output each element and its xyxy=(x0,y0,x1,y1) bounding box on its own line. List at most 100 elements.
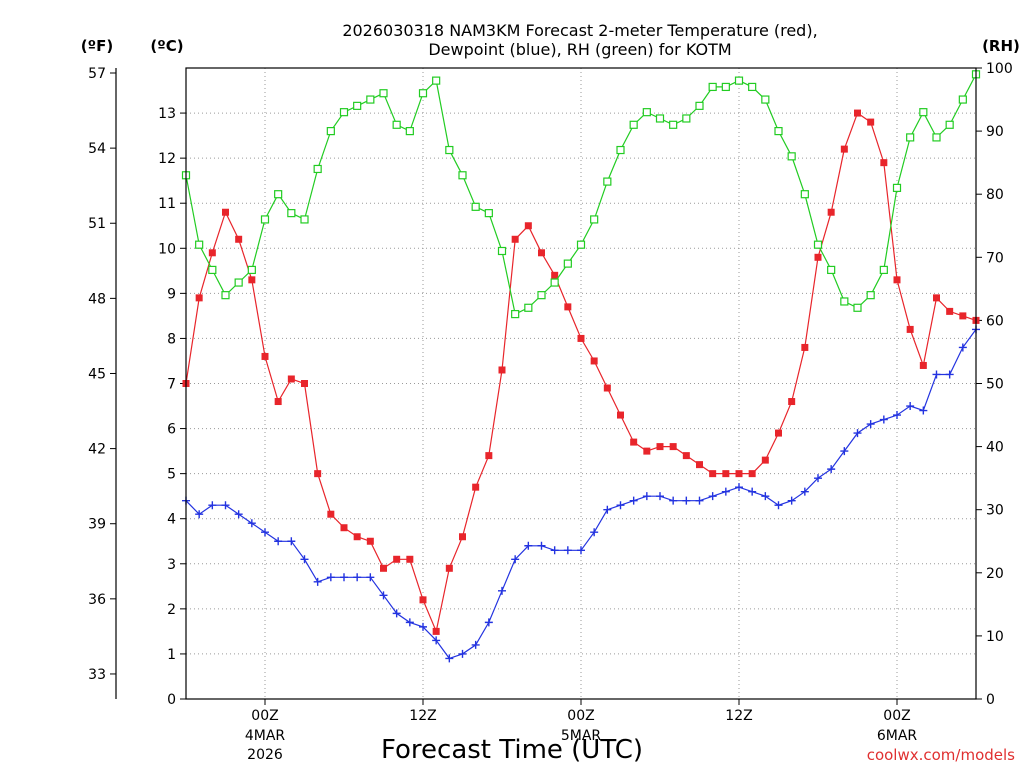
data-point xyxy=(946,307,954,315)
data-point xyxy=(892,183,902,192)
data-point xyxy=(247,519,256,528)
data-point xyxy=(524,222,532,230)
data-point xyxy=(945,370,954,379)
data-point xyxy=(709,470,717,478)
data-point xyxy=(880,159,888,167)
data-point xyxy=(419,622,427,631)
data-point xyxy=(682,114,691,123)
data-point xyxy=(497,246,507,256)
data-point xyxy=(722,470,730,478)
x-tick-label: 00Z xyxy=(883,708,910,724)
data-point xyxy=(879,415,888,424)
rh-tick-label: 70 xyxy=(986,250,1004,266)
data-point xyxy=(274,537,283,546)
chart-title-line2: Dewpoint (blue), RH (green) for KOTM xyxy=(428,40,731,59)
data-point xyxy=(353,101,362,110)
data-point xyxy=(840,447,849,456)
data-point xyxy=(485,452,493,460)
data-point xyxy=(775,429,782,437)
data-point xyxy=(867,118,875,126)
data-point xyxy=(642,492,651,501)
data-point xyxy=(458,171,467,180)
data-point xyxy=(774,126,783,136)
data-point xyxy=(392,120,401,129)
rh-tick-label: 40 xyxy=(986,440,1004,456)
rh-tick-label: 90 xyxy=(986,124,1004,140)
data-point xyxy=(827,265,836,275)
fahrenheit-tick-label: 36 xyxy=(88,592,106,608)
data-point xyxy=(748,470,756,478)
data-point xyxy=(932,133,941,142)
data-point xyxy=(787,496,796,505)
data-point xyxy=(366,95,375,104)
data-point xyxy=(643,447,651,455)
fahrenheit-unit-label: (ºF) xyxy=(81,37,113,55)
data-point xyxy=(234,278,243,287)
fahrenheit-tick-label: 33 xyxy=(88,667,106,683)
data-point xyxy=(261,352,269,360)
data-point xyxy=(958,343,967,352)
data-point xyxy=(840,297,849,306)
celsius-unit-label: (ºC) xyxy=(150,37,183,55)
data-point xyxy=(708,82,717,92)
data-point xyxy=(445,145,454,155)
data-point xyxy=(511,235,519,243)
series-2-meter-temperature xyxy=(182,109,980,635)
rh-tick-label: 0 xyxy=(986,692,995,708)
data-point xyxy=(603,177,612,186)
data-point xyxy=(800,190,809,199)
series-line xyxy=(185,329,977,660)
celsius-tick-label: 12 xyxy=(158,151,176,167)
series-dewpoint xyxy=(182,325,980,663)
data-point xyxy=(577,546,585,555)
data-point xyxy=(339,108,349,117)
data-point xyxy=(617,411,624,419)
data-point xyxy=(788,398,796,406)
data-point xyxy=(563,546,572,555)
data-point xyxy=(472,483,480,491)
data-point xyxy=(208,249,216,257)
data-point xyxy=(537,291,546,300)
x-tick-label: 00Z xyxy=(251,708,278,724)
data-point xyxy=(511,309,520,319)
data-point xyxy=(208,265,217,275)
data-series xyxy=(181,70,981,663)
fahrenheit-tick-label: 42 xyxy=(88,442,106,458)
fahrenheit-tick-label: 54 xyxy=(88,141,106,157)
data-point xyxy=(484,209,493,218)
data-point xyxy=(656,443,664,451)
data-point xyxy=(563,259,572,268)
rh-tick-label: 50 xyxy=(986,377,1004,393)
data-point xyxy=(893,411,901,420)
data-point xyxy=(379,591,388,600)
data-point xyxy=(629,496,638,505)
data-point xyxy=(656,492,664,501)
data-point xyxy=(195,510,204,519)
data-point xyxy=(827,208,835,216)
data-point xyxy=(919,361,927,369)
data-point xyxy=(695,496,704,505)
data-point xyxy=(392,609,401,618)
data-point xyxy=(393,555,401,563)
celsius-tick-label: 9 xyxy=(167,286,176,302)
rh-tick-label: 100 xyxy=(986,61,1013,77)
data-point xyxy=(827,465,836,474)
rh-tick-label: 20 xyxy=(986,566,1004,582)
data-point xyxy=(603,384,611,392)
data-point xyxy=(616,145,625,155)
data-point xyxy=(630,438,638,446)
data-point xyxy=(695,101,704,110)
data-point xyxy=(787,152,796,161)
data-point xyxy=(327,510,335,518)
data-point xyxy=(761,492,770,501)
data-point xyxy=(879,265,888,275)
data-point xyxy=(734,76,744,85)
data-point xyxy=(577,334,585,342)
data-point xyxy=(195,240,204,249)
data-point xyxy=(208,501,217,510)
celsius-tick-label: 10 xyxy=(158,241,176,257)
data-point xyxy=(247,265,256,275)
fahrenheit-tick-label: 48 xyxy=(88,291,106,307)
data-point xyxy=(906,402,915,411)
